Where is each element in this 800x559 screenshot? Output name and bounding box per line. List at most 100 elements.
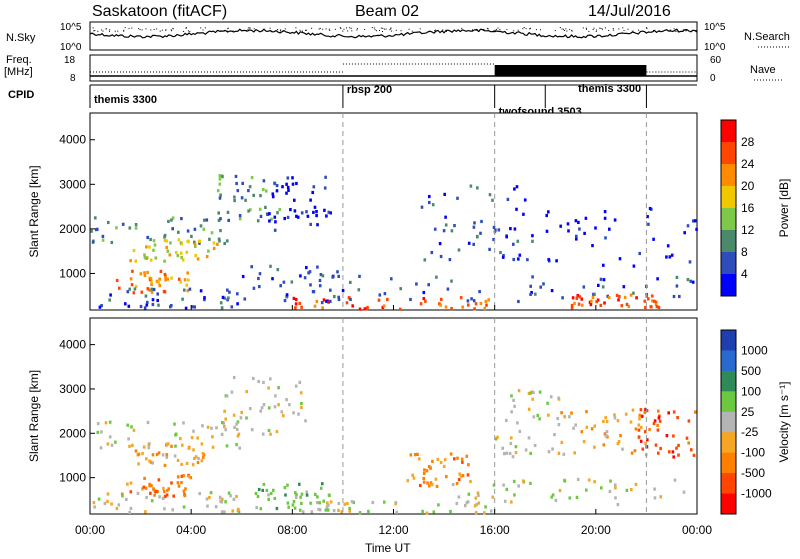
return-cell <box>158 277 161 281</box>
return-cell <box>179 251 183 255</box>
return-cell <box>436 457 440 461</box>
return-cell <box>439 460 443 465</box>
return-cell <box>219 217 222 221</box>
return-cell <box>291 176 294 180</box>
return-cell <box>458 472 461 476</box>
return-cell <box>128 287 131 291</box>
return-cell <box>124 302 127 306</box>
return-cell <box>117 503 121 507</box>
colorbar-tick-label: -100 <box>741 446 765 460</box>
nsky-point <box>685 30 687 32</box>
return-cell <box>570 411 573 415</box>
return-cell <box>653 487 656 491</box>
return-cell <box>513 187 516 191</box>
return-cell <box>249 208 252 212</box>
return-cell <box>635 296 638 300</box>
nsky-point <box>602 28 603 30</box>
return-cell <box>472 299 476 303</box>
nsky-point <box>461 27 463 29</box>
return-cell <box>566 222 570 226</box>
return-cell <box>633 449 637 453</box>
nsky-point <box>499 28 501 30</box>
return-cell <box>621 447 624 451</box>
return-cell <box>351 304 354 308</box>
return-cell <box>326 508 330 512</box>
y-axis-title: Slant Range [km] <box>27 165 41 257</box>
return-cell <box>321 482 324 486</box>
return-cell <box>523 198 527 202</box>
return-cell <box>658 414 661 418</box>
nsky-point <box>691 30 693 32</box>
return-cell <box>218 196 222 200</box>
return-cell <box>145 303 149 307</box>
return-cell <box>607 295 611 300</box>
return-cell <box>290 280 294 284</box>
return-cell <box>225 444 229 448</box>
return-cell <box>511 455 515 459</box>
return-cell <box>438 242 442 246</box>
return-cell <box>570 306 574 310</box>
return-cell <box>409 453 413 457</box>
x-tick-label: 00:00 <box>682 523 712 537</box>
return-cell <box>194 455 198 459</box>
return-cell <box>346 501 349 506</box>
return-cell <box>321 306 324 310</box>
return-cell <box>605 434 608 438</box>
return-cell <box>236 189 240 193</box>
return-cell <box>155 279 159 283</box>
return-cell <box>693 219 697 223</box>
nsky-point <box>220 30 222 32</box>
return-cell <box>348 509 351 513</box>
return-cell <box>169 241 172 245</box>
return-cell <box>422 290 426 295</box>
return-cell <box>503 452 506 456</box>
nsky-point <box>565 28 567 30</box>
return-cell <box>469 479 472 484</box>
nsky-point <box>627 28 629 30</box>
return-cell <box>309 198 312 202</box>
return-cell <box>632 291 635 295</box>
return-cell <box>584 216 588 220</box>
nsky-point <box>499 30 501 32</box>
return-cell <box>616 503 620 507</box>
return-cell <box>350 500 354 504</box>
return-cell <box>406 479 410 483</box>
nsky-point <box>632 30 634 32</box>
nsky-point <box>383 28 385 30</box>
return-cell <box>269 432 272 436</box>
nsky-point <box>596 29 598 31</box>
return-cell <box>327 210 331 214</box>
colorbar-tick-label: -1000 <box>741 487 772 501</box>
return-cell <box>603 432 607 436</box>
return-cell <box>637 435 641 439</box>
nsky-point <box>623 30 625 31</box>
nsky-point <box>101 29 103 31</box>
return-cell <box>571 296 575 300</box>
return-cell <box>129 259 132 263</box>
return-cell <box>429 481 433 485</box>
return-cell <box>314 492 317 496</box>
return-cell <box>475 235 479 239</box>
nsky-point <box>638 29 640 31</box>
return-cell <box>114 440 117 444</box>
return-cell <box>226 210 230 214</box>
return-cell <box>285 398 288 402</box>
return-cell <box>515 207 518 211</box>
y-tick-label: 1000 <box>59 266 86 280</box>
return-cell <box>149 460 153 464</box>
nsky-point <box>476 28 478 30</box>
return-cell <box>547 450 551 454</box>
nsky-point <box>279 30 281 32</box>
nsky-point <box>486 27 488 29</box>
return-cell <box>378 293 382 297</box>
return-cell <box>183 494 187 498</box>
nsky-point <box>299 29 301 31</box>
power-panel: 1000 2000 3000 4000 Slant Range [km] <box>27 112 698 311</box>
return-cell <box>200 442 204 446</box>
return-cell <box>170 444 173 448</box>
return-cell <box>267 428 271 433</box>
return-cell <box>439 303 442 307</box>
nsearch-tick-top: 10^5 <box>704 22 726 33</box>
nsky-point <box>349 27 351 29</box>
return-cell <box>101 238 105 242</box>
